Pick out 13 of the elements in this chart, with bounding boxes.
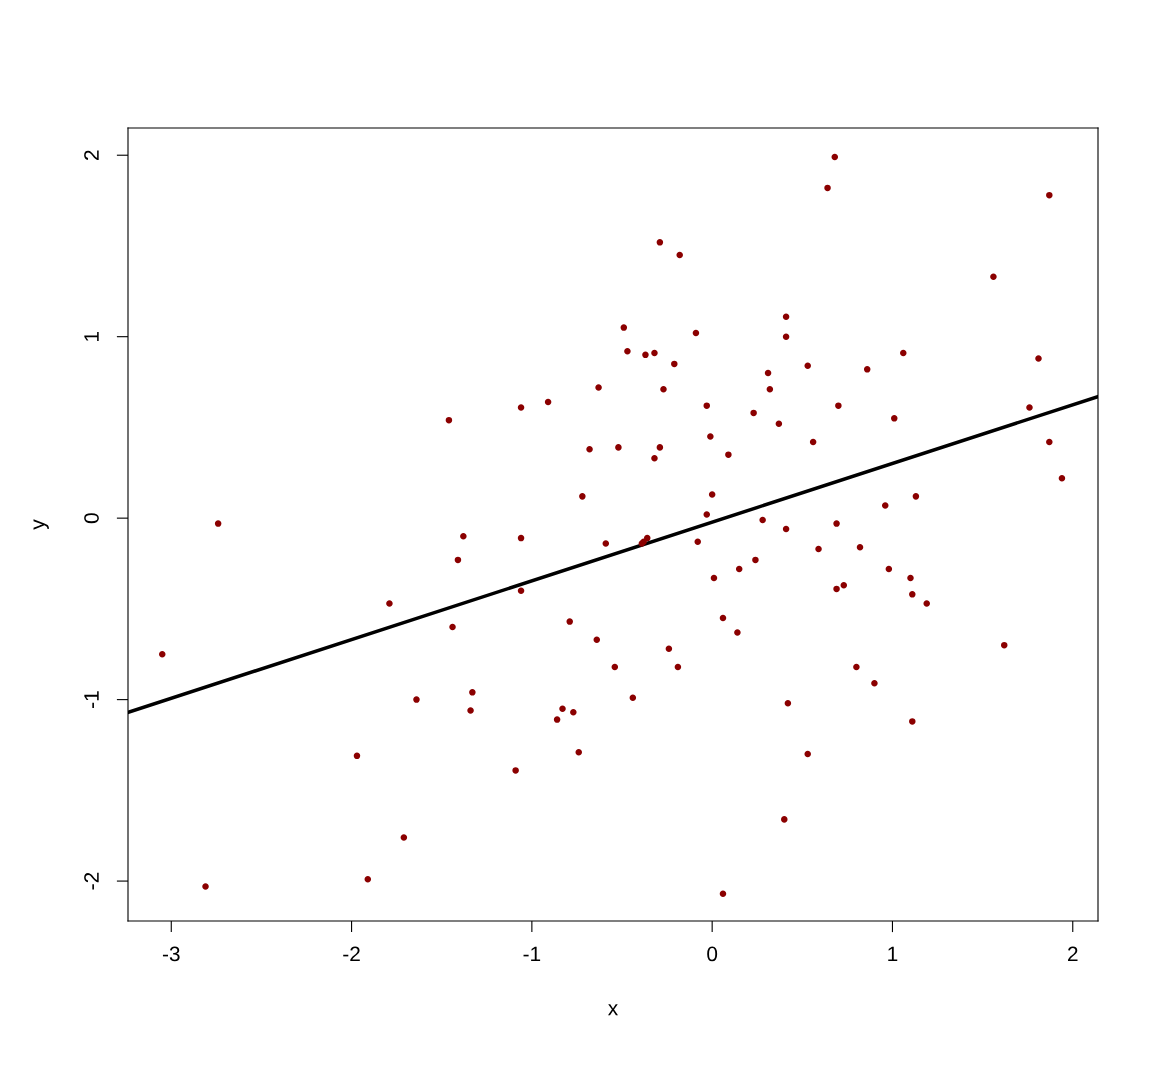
x-tick-label: -2 — [343, 946, 360, 962]
x-axis-title: x — [608, 1004, 618, 1016]
x-tick-label: -1 — [523, 946, 541, 962]
y-tick-label: -2 — [84, 872, 99, 890]
x-tick-label: 1 — [888, 946, 898, 962]
x-tick-label: -3 — [162, 946, 180, 962]
x-tick-label: 2 — [1068, 946, 1078, 962]
y-axis-title: y — [33, 519, 49, 530]
y-tick-label: 0 — [84, 513, 99, 524]
x-tick-label: 0 — [707, 946, 718, 962]
y-tick-label: 1 — [84, 331, 99, 341]
y-tick-label: 2 — [84, 150, 99, 160]
y-tick-label: -1 — [84, 691, 99, 708]
